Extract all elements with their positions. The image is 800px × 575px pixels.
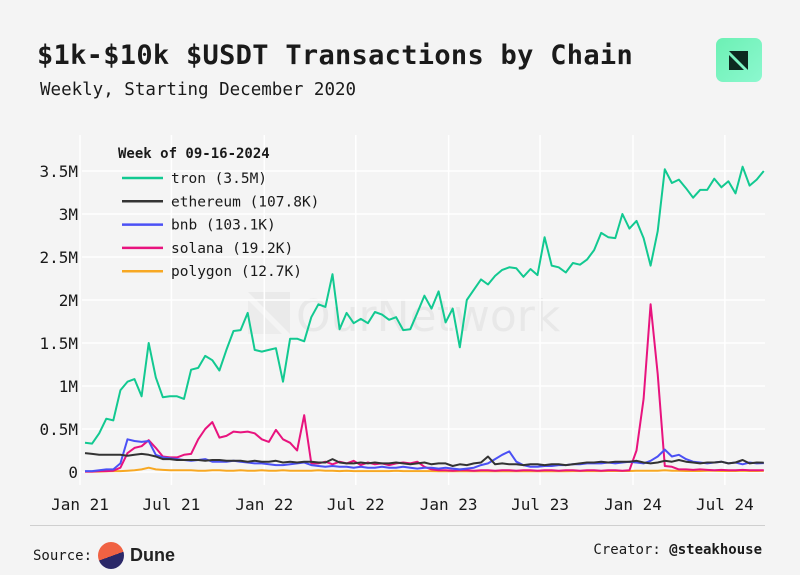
chart-subtitle: Weekly, Starting December 2020 (40, 80, 357, 100)
x-tick-label: Jul 23 (511, 495, 569, 514)
x-tick-label: Jul 21 (143, 495, 201, 514)
y-tick-label: 3.5M (39, 162, 78, 181)
legend-label: solana (19.2K) (171, 241, 293, 257)
series-line-polygon (85, 466, 764, 473)
x-axis-ticks: Jan 21 Jul 21 Jan 22 Jul 22 Jan 23 Jul 23 Jan … (51, 495, 754, 514)
source-credit: Source: Dune (33, 542, 175, 569)
legend-title: Week of 09-16-2024 (118, 146, 270, 162)
x-tick-label: Jan 21 (51, 495, 109, 514)
legend: Week of 09-16-2024 tron (3.5M) ethereum (… (118, 146, 319, 280)
creator-name: @steakhouse (669, 542, 762, 558)
series-line-ethereum (84, 452, 764, 467)
legend-label: tron (3.5M) (171, 171, 267, 187)
x-tick-label: Jul 22 (327, 495, 385, 514)
series-line-tron (84, 165, 765, 445)
legend-label: polygon (12.7K) (171, 264, 302, 280)
creator-label: Creator: (593, 542, 661, 558)
ournetwork-logo-icon (716, 38, 762, 82)
legend-label: ethereum (107.8K) (171, 194, 319, 210)
legend-item-ethereum[interactable]: ethereum (107.8K) (122, 194, 319, 210)
x-tick-label: Jul 24 (696, 495, 754, 514)
y-tick-label: 2.5M (39, 248, 78, 267)
y-tick-label: 2M (59, 291, 78, 310)
series-lines (84, 165, 765, 473)
footer-divider (30, 525, 765, 526)
legend-item-polygon[interactable]: polygon (12.7K) (122, 264, 302, 280)
legend-item-solana[interactable]: solana (19.2K) (122, 241, 293, 257)
y-tick-label: 1.5M (39, 334, 78, 353)
y-axis-ticks: 0 0.5M 1M 1.5M 2M 2.5M 3M 3.5M (39, 162, 78, 482)
x-tick-label: Jan 24 (604, 495, 662, 514)
y-tick-label: 1M (59, 377, 78, 396)
dune-logo-icon (98, 542, 125, 569)
watermark: OurNetwork (248, 291, 561, 342)
legend-item-tron[interactable]: tron (3.5M) (122, 171, 267, 187)
x-tick-label: Jan 22 (235, 495, 293, 514)
legend-item-bnb[interactable]: bnb (103.1K) (122, 218, 276, 234)
y-tick-label: 3M (59, 205, 78, 224)
x-tick-label: Jan 23 (420, 495, 478, 514)
legend-label: bnb (103.1K) (171, 218, 276, 234)
creator-credit: Creator: @steakhouse (593, 542, 762, 558)
y-tick-label: 0 (68, 463, 78, 482)
source-label: Source: (33, 547, 93, 564)
source-name: Dune (130, 545, 176, 565)
y-tick-label: 0.5M (39, 420, 78, 439)
chart-title: $1k-$10k $USDT Transactions by Chain (37, 40, 633, 71)
